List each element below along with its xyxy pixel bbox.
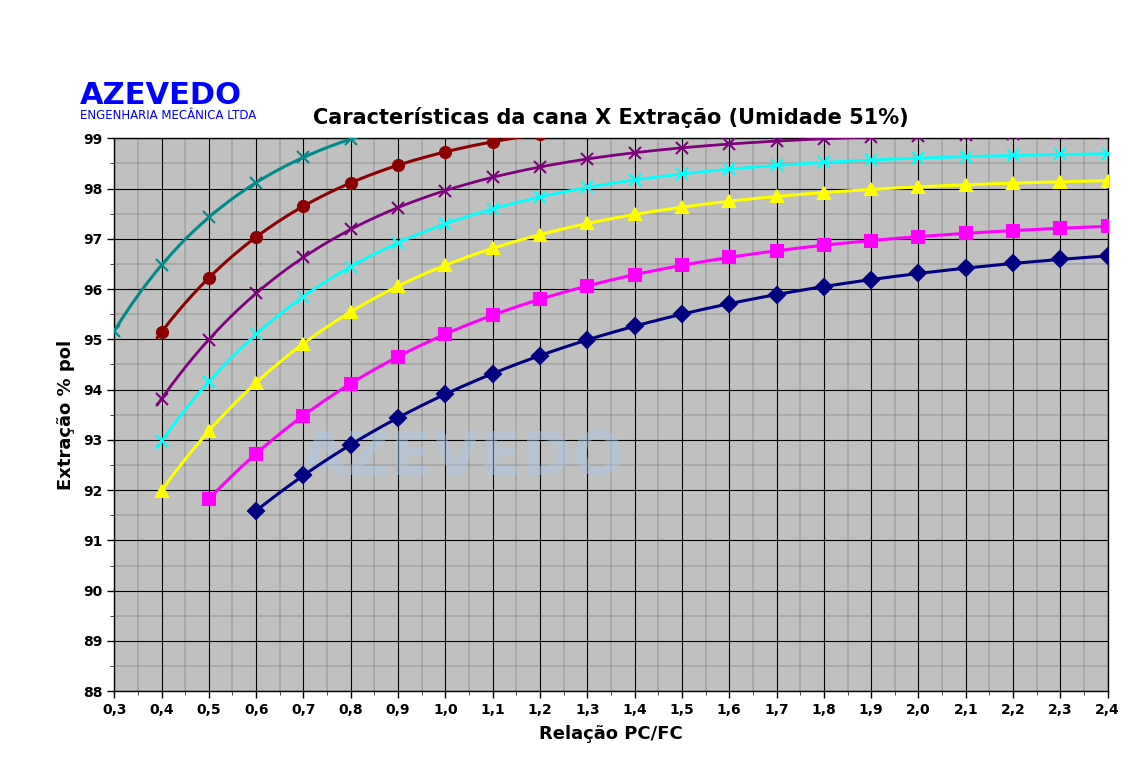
Text: AZEVEDO: AZEVEDO [80,81,242,110]
Title: Características da cana X Extração (Umidade 51%): Características da cana X Extração (Umid… [313,108,909,128]
X-axis label: Relação PC/FC: Relação PC/FC [539,725,683,743]
Text: ENGENHARIA MECÂNICA LTDA: ENGENHARIA MECÂNICA LTDA [80,109,256,122]
Text: AZEVEDO: AZEVEDO [299,429,625,488]
Y-axis label: Extração % pol: Extração % pol [57,339,74,490]
